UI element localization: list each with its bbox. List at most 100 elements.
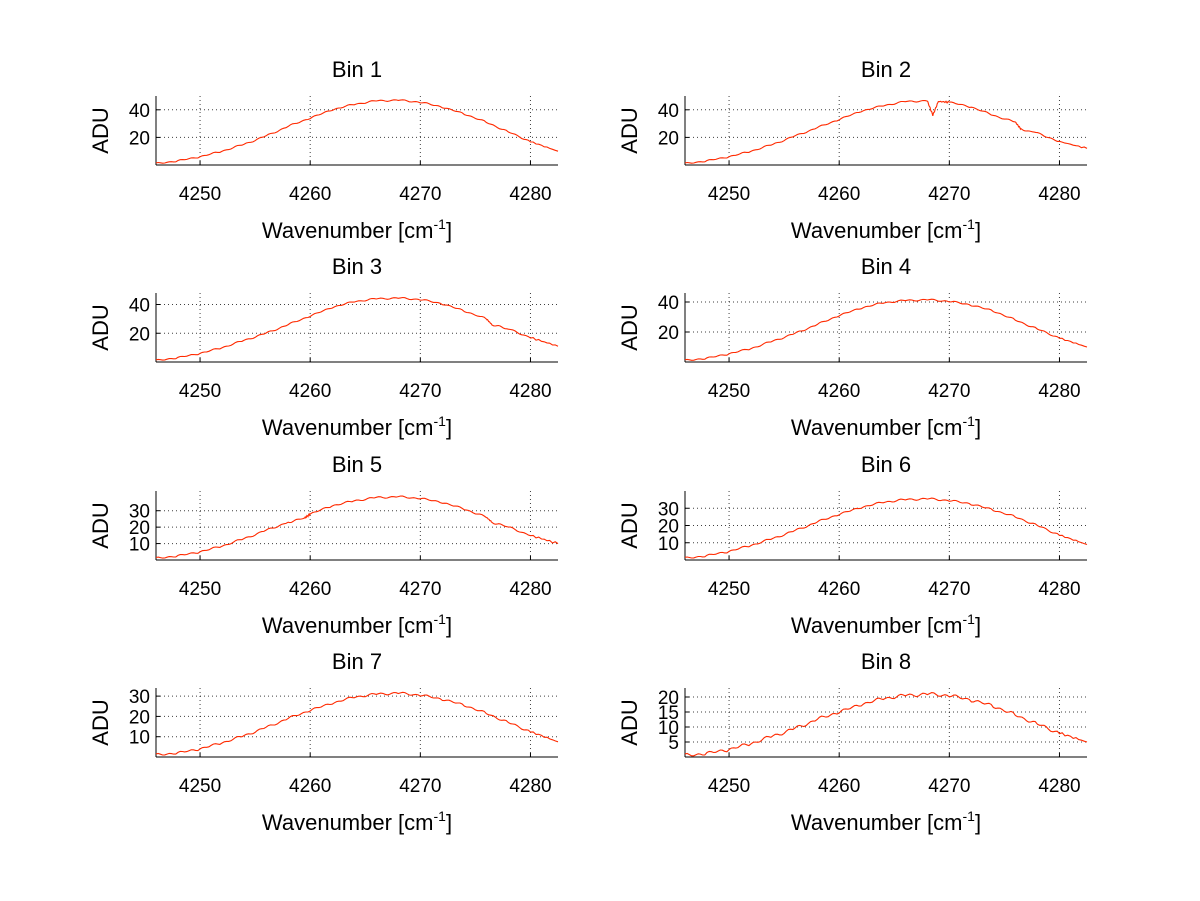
x-tick-label: 4270	[928, 776, 970, 797]
series-line	[684, 298, 1088, 361]
x-axis-label-superscript: -1	[963, 216, 976, 232]
y-tick-label: 5	[668, 733, 679, 754]
x-tick-label: 4270	[399, 184, 441, 205]
x-tick-label: 4260	[289, 381, 331, 402]
panel-title: Bin 4	[861, 254, 911, 279]
x-axis-label: Wavenumber [cm-1]	[791, 808, 981, 835]
y-tick-label: 40	[129, 296, 150, 317]
series-line	[684, 692, 1088, 757]
y-tick-label: 20	[129, 518, 150, 539]
x-tick-label: 4270	[928, 184, 970, 205]
y-axis-label: ADU	[88, 502, 113, 548]
x-tick-label: 4250	[179, 184, 221, 205]
x-axis-label-bracket: ]	[446, 810, 452, 835]
x-tick-label: 4280	[509, 381, 551, 402]
y-tick-label: 20	[658, 517, 679, 538]
x-tick-label: 4260	[818, 579, 860, 600]
x-axis-label: Wavenumber [cm-1]	[262, 216, 452, 243]
y-axis-label: ADU	[617, 304, 642, 350]
y-tick-label: 30	[129, 502, 150, 523]
x-axis-label-text: Wavenumber [cm	[262, 810, 434, 835]
panel-title: Bin 5	[332, 452, 382, 477]
x-axis-label-superscript: -1	[434, 216, 447, 232]
x-axis-label-superscript: -1	[434, 611, 447, 627]
x-axis-label-bracket: ]	[446, 613, 452, 638]
y-tick-label: 15	[658, 703, 679, 724]
x-tick-label: 4260	[289, 579, 331, 600]
y-axis-label: ADU	[88, 304, 113, 350]
series-line	[684, 99, 1088, 164]
x-tick-label: 4260	[289, 776, 331, 797]
panel-title: Bin 6	[861, 452, 911, 477]
series-line	[155, 296, 559, 361]
x-axis-label-superscript: -1	[434, 413, 447, 429]
y-tick-label: 40	[658, 101, 679, 122]
y-tick-label: 10	[129, 728, 150, 749]
y-tick-label: 10	[129, 535, 150, 556]
y-axis-label: ADU	[617, 699, 642, 745]
x-axis-label: Wavenumber [cm-1]	[262, 611, 452, 638]
y-tick-label: 20	[658, 688, 679, 709]
x-tick-label: 4260	[818, 381, 860, 402]
panel-title: Bin 2	[861, 57, 911, 82]
x-axis-label: Wavenumber [cm-1]	[791, 216, 981, 243]
x-axis-label-text: Wavenumber [cm	[791, 810, 963, 835]
series-line	[155, 495, 559, 559]
panel-title: Bin 3	[332, 254, 382, 279]
series-line	[684, 497, 1088, 559]
y-tick-label: 40	[129, 101, 150, 122]
x-axis-label-superscript: -1	[434, 808, 447, 824]
y-axis-label: ADU	[617, 107, 642, 153]
x-tick-label: 4250	[708, 579, 750, 600]
y-tick-label: 10	[658, 534, 679, 555]
x-tick-label: 4280	[1038, 184, 1080, 205]
series-line	[155, 691, 559, 756]
x-tick-label: 4280	[509, 579, 551, 600]
panel-title: Bin 1	[332, 57, 382, 82]
x-axis-label-bracket: ]	[975, 613, 981, 638]
panel-title: Bin 7	[332, 649, 382, 674]
x-axis-label-superscript: -1	[963, 808, 976, 824]
y-tick-label: 20	[129, 324, 150, 345]
y-tick-label: 30	[129, 687, 150, 708]
y-axis-label: ADU	[617, 502, 642, 548]
x-tick-label: 4260	[289, 184, 331, 205]
x-axis-label-bracket: ]	[975, 218, 981, 243]
subplot-4: 4250 4260 4270 4280 20 40 Bin 4 Wavenumber [cm-…	[617, 254, 1088, 440]
x-tick-label: 4250	[179, 579, 221, 600]
x-tick-label: 4270	[928, 579, 970, 600]
x-axis-label-text: Wavenumber [cm	[791, 218, 963, 243]
y-tick-label: 20	[129, 707, 150, 728]
x-tick-label: 4270	[399, 381, 441, 402]
x-tick-label: 4250	[708, 184, 750, 205]
subplot-1: 4250 4260 4270 4280 20 40 Bin 1 Wavenumber [cm-…	[88, 57, 559, 243]
x-tick-label: 4280	[509, 776, 551, 797]
x-axis-label-text: Wavenumber [cm	[791, 613, 963, 638]
y-tick-label: 20	[658, 323, 679, 344]
y-tick-label: 40	[658, 293, 679, 314]
subplot-2: 4250 4260 4270 4280 20 40 Bin 2 Wavenumber [cm-…	[617, 57, 1088, 243]
panel-title: Bin 8	[861, 649, 911, 674]
x-axis-label: Wavenumber [cm-1]	[262, 808, 452, 835]
y-axis-label: ADU	[88, 107, 113, 153]
x-axis-label-superscript: -1	[963, 413, 976, 429]
x-tick-label: 4280	[1038, 776, 1080, 797]
y-tick-label: 20	[129, 128, 150, 149]
x-tick-label: 4280	[509, 184, 551, 205]
x-axis-label-text: Wavenumber [cm	[791, 415, 963, 440]
x-axis-label: Wavenumber [cm-1]	[262, 413, 452, 440]
x-axis-label-text: Wavenumber [cm	[262, 613, 434, 638]
x-tick-label: 4270	[399, 776, 441, 797]
x-axis-label-bracket: ]	[975, 810, 981, 835]
x-tick-label: 4260	[818, 776, 860, 797]
x-tick-label: 4250	[179, 381, 221, 402]
y-tick-label: 30	[658, 499, 679, 520]
x-axis-label-text: Wavenumber [cm	[262, 218, 434, 243]
y-tick-label: 10	[658, 718, 679, 739]
